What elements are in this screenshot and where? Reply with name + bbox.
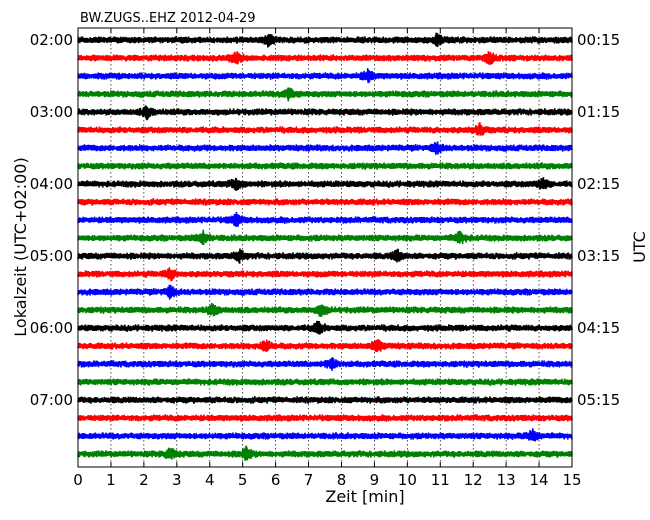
seismic-trace-6 [77, 141, 573, 155]
seismic-trace-8 [77, 177, 573, 191]
x-tick-label: 9 [370, 471, 380, 489]
y-tick-label-left: 06:00 [30, 319, 73, 337]
seismic-trace-17 [77, 339, 573, 353]
x-tick-label: 14 [530, 471, 549, 489]
seismic-trace-23 [77, 445, 573, 461]
y-tick-label-left: 05:00 [30, 247, 73, 265]
x-tick-label: 0 [73, 471, 83, 489]
seismic-trace-20 [77, 396, 573, 404]
x-tick-label: 10 [398, 471, 417, 489]
seismic-trace-12 [77, 248, 573, 264]
seismic-trace-14 [77, 284, 573, 300]
x-axis-label-wrap: Zeit [min] [0, 487, 650, 506]
x-tick-label: 7 [304, 471, 314, 489]
y-tick-label-left: 07:00 [30, 391, 73, 409]
y-tick-label-right: 03:15 [577, 247, 620, 265]
y-tick-label-right: 02:15 [577, 175, 620, 193]
seismic-trace-18 [77, 357, 573, 371]
seismic-trace-7 [77, 162, 573, 170]
x-tick-label: 15 [562, 471, 581, 489]
seismic-trace-21 [77, 414, 573, 422]
y-tick-label-right: 05:15 [577, 391, 620, 409]
y-tick-label-right: 04:15 [577, 319, 620, 337]
y-tick-label-left: 02:00 [30, 31, 73, 49]
x-tick-label: 5 [238, 471, 248, 489]
x-tick-label: 3 [172, 471, 182, 489]
seismic-trace-3 [77, 87, 573, 102]
seismic-trace-11 [77, 229, 573, 246]
seismic-trace-16 [77, 320, 573, 335]
seismic-trace-10 [77, 211, 573, 228]
seismic-trace-22 [77, 428, 573, 442]
x-tick-label: 1 [106, 471, 116, 489]
seismic-trace-4 [77, 105, 573, 121]
x-tick-label: 11 [431, 471, 450, 489]
x-axis-label: Zeit [min] [325, 487, 405, 506]
seismic-trace-2 [77, 68, 573, 84]
seismic-trace-19 [77, 378, 573, 386]
y-axis-label-right: UTC [630, 231, 649, 263]
x-tick-label: 4 [205, 471, 215, 489]
seismic-trace-9 [77, 198, 573, 206]
y-tick-label-right: 00:15 [577, 31, 620, 49]
x-tick-label: 12 [464, 471, 483, 489]
seismic-trace-15 [77, 302, 573, 317]
x-tick-label: 2 [139, 471, 149, 489]
seismic-trace-1 [77, 51, 573, 66]
y-tick-label-left: 04:00 [30, 175, 73, 193]
plot-frame [77, 27, 573, 468]
x-tick-label: 8 [337, 471, 347, 489]
y-tick-label-right: 01:15 [577, 103, 620, 121]
seismic-trace-0 [77, 32, 573, 48]
x-tick-label: 13 [497, 471, 516, 489]
x-tick-label: 6 [271, 471, 281, 489]
seismic-trace-5 [77, 122, 573, 136]
chart-title: BW.ZUGS..EHZ 2012-04-29 [80, 11, 256, 26]
y-tick-label-left: 03:00 [30, 103, 73, 121]
seismic-trace-13 [77, 267, 573, 282]
y-axis-label-left: Lokalzeit (UTC+02:00) [11, 157, 30, 337]
